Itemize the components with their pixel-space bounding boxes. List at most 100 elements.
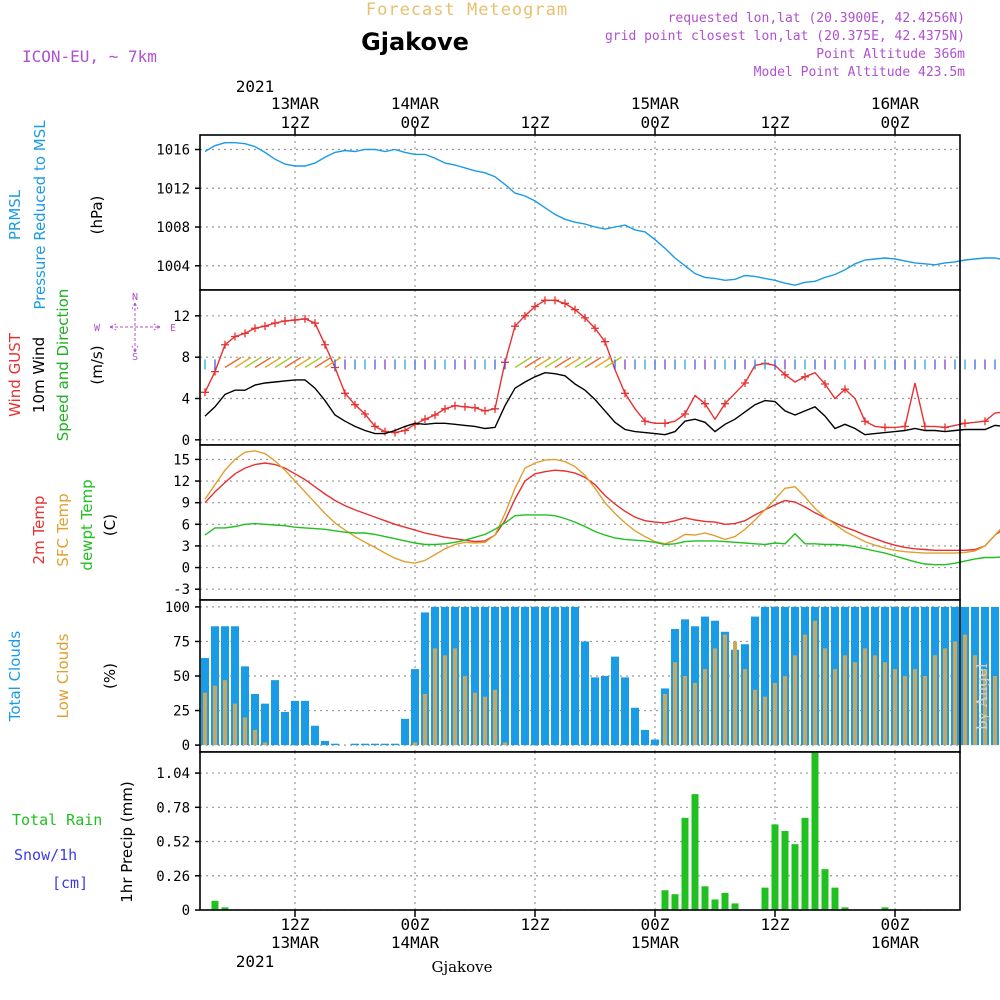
gust-marker [901, 422, 909, 431]
bottom-tick-label: 12Z [521, 915, 550, 934]
y-tick-label: 0.52 [156, 835, 190, 851]
low-clouds-bar [843, 655, 847, 746]
total-clouds-bar [751, 616, 759, 746]
wind-direction-arrow [534, 356, 552, 368]
low-clouds-bar [713, 648, 717, 746]
total-clouds-bar [571, 606, 579, 746]
rain-bar [801, 817, 809, 910]
plot-area [200, 445, 960, 600]
plot-area [200, 752, 960, 910]
series-line-sfc-temp [204, 450, 1000, 564]
total-clouds-bar [631, 707, 639, 746]
low-clouds-bar [253, 729, 257, 746]
point-altitude: Point Altitude 366m [816, 47, 965, 62]
wind-direction-label: Speed and Direction [54, 289, 72, 442]
credit-watermark: by Angel [973, 663, 991, 730]
snow-label: Snow/1h [14, 846, 77, 864]
low-clouds-bar [813, 620, 817, 746]
wind-direction-arrow [554, 356, 572, 368]
model-altitude: Model Point Altitude 423.5m [754, 65, 965, 80]
gust-marker [621, 389, 629, 398]
total-clouds-bar [611, 656, 619, 746]
gust-marker [721, 399, 729, 408]
low-clouds-bar [683, 676, 687, 746]
y-tick-label: 0 [182, 738, 190, 754]
gust-marker [531, 302, 539, 311]
rain-bar [661, 890, 669, 910]
total-clouds-bar [351, 743, 359, 746]
wind-direction-arrow [324, 356, 342, 368]
compass-west: W [94, 323, 101, 334]
panel-frame [199, 751, 961, 911]
wind-direction-arrow [294, 356, 312, 368]
gust-marker [511, 322, 519, 331]
gust-marker [451, 401, 459, 410]
low-clouds-bar [423, 693, 427, 746]
y-tick-label: 15 [173, 452, 190, 468]
temp-unit: (C) [101, 514, 119, 536]
gust-marker [261, 322, 269, 331]
clouds-unit: (%) [101, 663, 119, 689]
gust-marker [281, 317, 289, 325]
low-clouds-bar [743, 669, 747, 746]
series-line-10m-wind [204, 371, 1000, 436]
y-tick-label: 0.26 [156, 869, 190, 885]
low-clouds-bar [963, 634, 967, 746]
y-tick-label: 0 [182, 903, 190, 919]
total-clouds-bar [331, 743, 339, 746]
y-tick-label: 6 [182, 517, 190, 533]
low-clouds-bar [903, 676, 907, 746]
precip-label: 1hr Precip (mm) [118, 781, 136, 902]
gust-marker [821, 380, 829, 389]
panel-wind: 0 4 8 12 [173, 289, 1000, 449]
gust-marker [961, 419, 969, 428]
low-clouds-bar [203, 692, 207, 746]
low-clouds-bar [223, 680, 227, 746]
plot-area [200, 135, 960, 290]
panel-clouds: 0 25 50 75 100 [165, 599, 999, 754]
gust-marker [231, 332, 239, 341]
top-tick-label: 16MAR [871, 94, 920, 113]
total-rain-label: Total Rain [12, 811, 102, 829]
model-label: ICON-EU, ~ 7km [22, 47, 157, 66]
wind-direction-arrow [594, 356, 612, 368]
y-tick-label: 9 [182, 496, 190, 512]
rain-bar [771, 824, 779, 910]
total-clouds-bar [491, 606, 499, 746]
low-clouds-bar [473, 692, 477, 746]
grid-point-coords: grid point closest lon,lat (20.375E, 42.… [605, 29, 965, 44]
y-tick-label: 25 [173, 704, 190, 720]
total-clouds-bar [301, 700, 309, 746]
y-tick-label: 75 [173, 634, 190, 650]
rain-bar [841, 907, 849, 910]
rain-bar [811, 752, 819, 910]
gust-marker [321, 340, 329, 349]
y-tick-label: 3 [182, 539, 190, 555]
gust-marker [921, 422, 929, 431]
low-clouds-bar [873, 655, 877, 746]
total-clouds-bar [551, 606, 559, 746]
gust-marker [471, 403, 479, 412]
y-tick-label: 50 [173, 669, 190, 685]
rain-bar [731, 903, 739, 910]
bottom-tick-label: 15MAR [631, 933, 680, 952]
rain-bar [821, 869, 829, 910]
y-tick-label: 1004 [156, 259, 190, 275]
low-clouds-bar [233, 703, 237, 746]
total-clouds-bar [371, 743, 379, 746]
y-tick-label: 8 [182, 350, 190, 366]
gust-marker [431, 411, 439, 420]
bottom-tick-label: 14MAR [391, 933, 440, 952]
total-clouds-bar [421, 612, 429, 746]
total-clouds-bar [391, 743, 399, 746]
gust-marker [941, 423, 949, 432]
wind-direction-arrow [584, 356, 602, 368]
low-clouds-bar [943, 648, 947, 746]
rain-bar [211, 900, 219, 910]
gust-marker [541, 296, 549, 305]
wind-gust-label: Wind GUST [6, 332, 24, 417]
total-clouds-bar [381, 743, 389, 746]
low-clouds-bar [753, 689, 757, 746]
